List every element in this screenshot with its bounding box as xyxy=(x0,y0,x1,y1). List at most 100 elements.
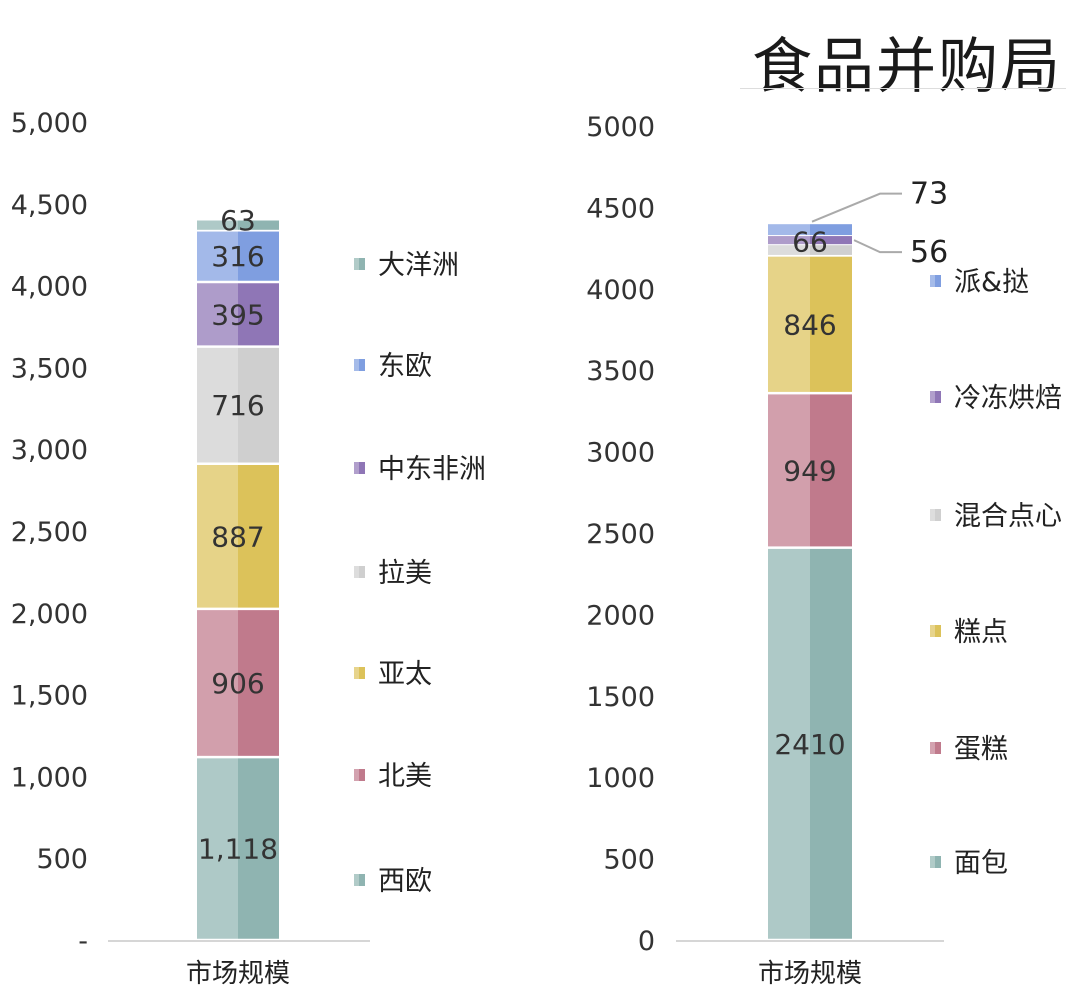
y-tick-label: 2000 xyxy=(586,600,655,631)
bar-segment-right-half xyxy=(238,465,279,608)
x-category-label: 市场规模 xyxy=(758,959,862,989)
y-tick-label: 3500 xyxy=(586,356,655,387)
chart-right-product-market: 0 500 1000 1500 2000 2500 3000 3500 4000 4500 5000… xyxy=(586,112,1062,989)
y-tick-label: 2500 xyxy=(586,519,655,550)
legend-item: 北美 xyxy=(354,761,432,792)
chart-left-region-market: - 500 1,000 1,500 2,000 2,500 3,000 3,500 4,000 4… xyxy=(11,108,486,989)
legend-label: 面包 xyxy=(954,848,1008,879)
bar-segment-3 xyxy=(768,256,852,392)
legend-swatch xyxy=(354,359,359,371)
legend-swatch xyxy=(930,742,935,754)
y-tick-label: 5000 xyxy=(586,112,655,143)
bar-segment-right-half xyxy=(810,245,852,255)
legend-swatch xyxy=(930,509,935,521)
legend-swatch xyxy=(935,391,941,403)
bar-segment-right-half xyxy=(238,283,279,346)
legend-swatch xyxy=(359,462,365,474)
data-label: 2410 xyxy=(774,728,845,761)
legend-item: 蛋糕 xyxy=(930,734,1008,765)
data-label: 1,118 xyxy=(198,833,278,866)
legend-label: 拉美 xyxy=(378,558,432,589)
legend-swatch xyxy=(930,856,935,868)
y-tick-label: 500 xyxy=(603,845,655,876)
bar-segment-5 xyxy=(768,236,852,245)
y-tick-label: 1,500 xyxy=(11,681,88,712)
data-label: 63 xyxy=(220,204,256,237)
legend-swatch xyxy=(354,769,359,781)
data-label: 716 xyxy=(211,389,264,422)
data-label: 66 xyxy=(792,225,828,258)
y-tick-label: 4,500 xyxy=(11,190,88,221)
y-tick-label: 2,000 xyxy=(11,599,88,630)
legend-swatch xyxy=(359,667,365,679)
y-tick-label: 500 xyxy=(36,844,88,875)
brand-underline xyxy=(740,88,1066,89)
bar-segment-left-half xyxy=(768,236,810,245)
y-tick-label: 5,000 xyxy=(11,108,88,139)
bar-segment-7 xyxy=(197,220,279,230)
legend-swatch xyxy=(935,856,941,868)
bar-segment-right-half xyxy=(810,548,852,939)
bar-segment-5 xyxy=(197,283,279,346)
bar-segment-left-half xyxy=(197,220,238,230)
bar-segment-left-half xyxy=(768,394,810,547)
legend-swatch xyxy=(359,769,365,781)
bar-segment-left-half xyxy=(197,283,238,346)
bar-segment-6 xyxy=(768,224,852,236)
bar-segment-2 xyxy=(768,394,852,547)
bar-segment-right-half xyxy=(238,758,279,939)
legend-item: 大洋洲 xyxy=(354,250,459,281)
legend-item: 糕点 xyxy=(930,617,1008,648)
brand-title: 食品并购局 xyxy=(752,32,1062,102)
bar-segment-right-half xyxy=(810,224,852,236)
data-label: 395 xyxy=(211,298,264,331)
bar-segment-4 xyxy=(768,245,852,255)
y-tick-label: 3,500 xyxy=(11,353,88,384)
legend-swatch xyxy=(354,258,359,270)
callout-label: 56 xyxy=(910,235,948,270)
legend-label: 西欧 xyxy=(378,866,432,897)
legend-item: 面包 xyxy=(930,848,1008,879)
bar-segment-3 xyxy=(197,465,279,608)
bar-segment-right-half xyxy=(238,220,279,230)
legend-swatch xyxy=(930,625,935,637)
legend-swatch xyxy=(354,566,359,578)
bar-segment-left-half xyxy=(197,610,238,756)
bar-segment-left-half xyxy=(768,245,810,255)
bar-segment-right-half xyxy=(810,394,852,547)
legend-swatch xyxy=(359,359,365,371)
bar-segment-2 xyxy=(197,610,279,756)
y-tick-label: 3000 xyxy=(586,438,655,469)
legend-label: 糕点 xyxy=(954,617,1008,648)
data-label: 316 xyxy=(211,240,264,273)
bar-segment-6 xyxy=(197,231,279,281)
legend-label: 混合点心 xyxy=(954,501,1062,532)
y-tick-label: 4500 xyxy=(586,193,655,224)
legend-label: 派&挞 xyxy=(954,267,1029,298)
data-label: 846 xyxy=(783,308,836,341)
legend-item: 西欧 xyxy=(354,866,432,897)
y-tick-label: 1,000 xyxy=(11,762,88,793)
legend-label: 亚太 xyxy=(378,659,432,690)
legend-item: 东欧 xyxy=(354,351,432,382)
legend-item: 中东非洲 xyxy=(354,454,486,485)
bar-segment-right-half xyxy=(238,347,279,463)
legend-label: 中东非洲 xyxy=(378,454,486,485)
bar-segment-1 xyxy=(768,548,852,939)
bar-segment-left-half xyxy=(768,548,810,939)
data-label: 949 xyxy=(783,454,836,487)
bar-segment-right-half xyxy=(238,610,279,756)
data-label: 906 xyxy=(211,667,264,700)
bar-segment-left-half xyxy=(197,231,238,281)
legend-item: 冷冻烘焙 xyxy=(930,383,1062,414)
legend-label: 北美 xyxy=(378,761,432,792)
bar-segment-right-half xyxy=(810,236,852,245)
callout-leader-line xyxy=(853,239,902,254)
y-tick-label: 1500 xyxy=(586,682,655,713)
bar-segment-left-half xyxy=(768,224,810,236)
bar-segment-right-half xyxy=(810,256,852,392)
bar-segment-left-half xyxy=(197,347,238,463)
bar-segment-1 xyxy=(197,758,279,939)
y-tick-label: 3,000 xyxy=(11,435,88,466)
y-tick-label: 2,500 xyxy=(11,517,88,548)
